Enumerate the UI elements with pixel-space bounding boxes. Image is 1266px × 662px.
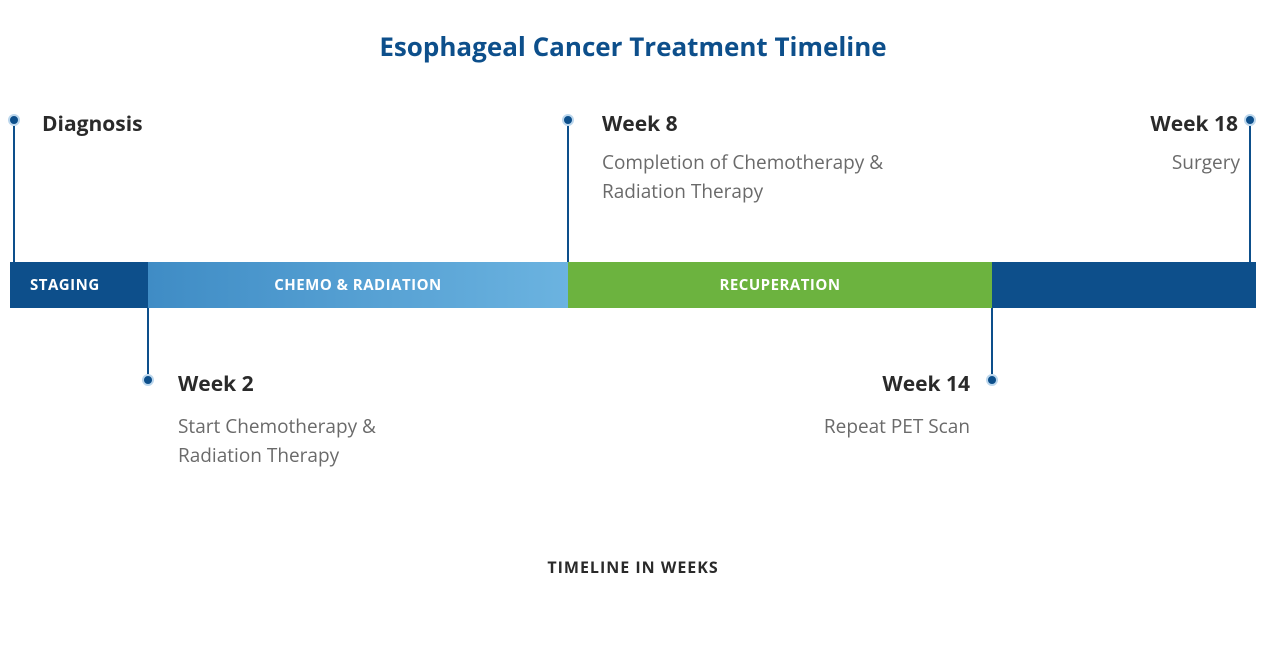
milestone-label-week8: Week 8 (602, 110, 678, 138)
milestone-label-week18: Week 18 (1138, 110, 1238, 138)
milestone-line-week18 (1249, 126, 1251, 262)
milestone-line-week2 (147, 308, 149, 374)
footer-label: TIMELINE IN WEEKS (0, 556, 1266, 578)
milestone-line-week14 (991, 308, 993, 374)
milestone-label-week14: Week 14 (870, 370, 970, 398)
milestone-dot-diagnosis (8, 114, 20, 126)
milestone-dot-week14 (986, 374, 998, 386)
chart-title: Esophageal Cancer Treatment Timeline (0, 28, 1266, 64)
milestone-line-week8 (567, 126, 569, 262)
milestone-desc-week8: Completion of Chemotherapy & Radiation T… (602, 148, 902, 205)
milestone-desc-week18: Surgery (1160, 148, 1240, 177)
phase-end (992, 262, 1256, 308)
milestone-dot-week2 (142, 374, 154, 386)
milestone-label-week2: Week 2 (178, 370, 254, 398)
milestone-line-diagnosis (13, 126, 15, 262)
milestone-desc-week2: Start Chemotherapy & Radiation Therapy (178, 412, 458, 469)
milestone-label-diagnosis: Diagnosis (42, 110, 143, 138)
timeline-bar: STAGING CHEMO & RADIATION RECUPERATION (10, 262, 1256, 308)
milestone-dot-week18 (1244, 114, 1256, 126)
milestone-dot-week8 (562, 114, 574, 126)
milestone-desc-week14: Repeat PET Scan (810, 412, 970, 441)
phase-staging: STAGING (10, 262, 148, 308)
phase-chemo-radiation: CHEMO & RADIATION (148, 262, 568, 308)
phase-recuperation: RECUPERATION (568, 262, 992, 308)
